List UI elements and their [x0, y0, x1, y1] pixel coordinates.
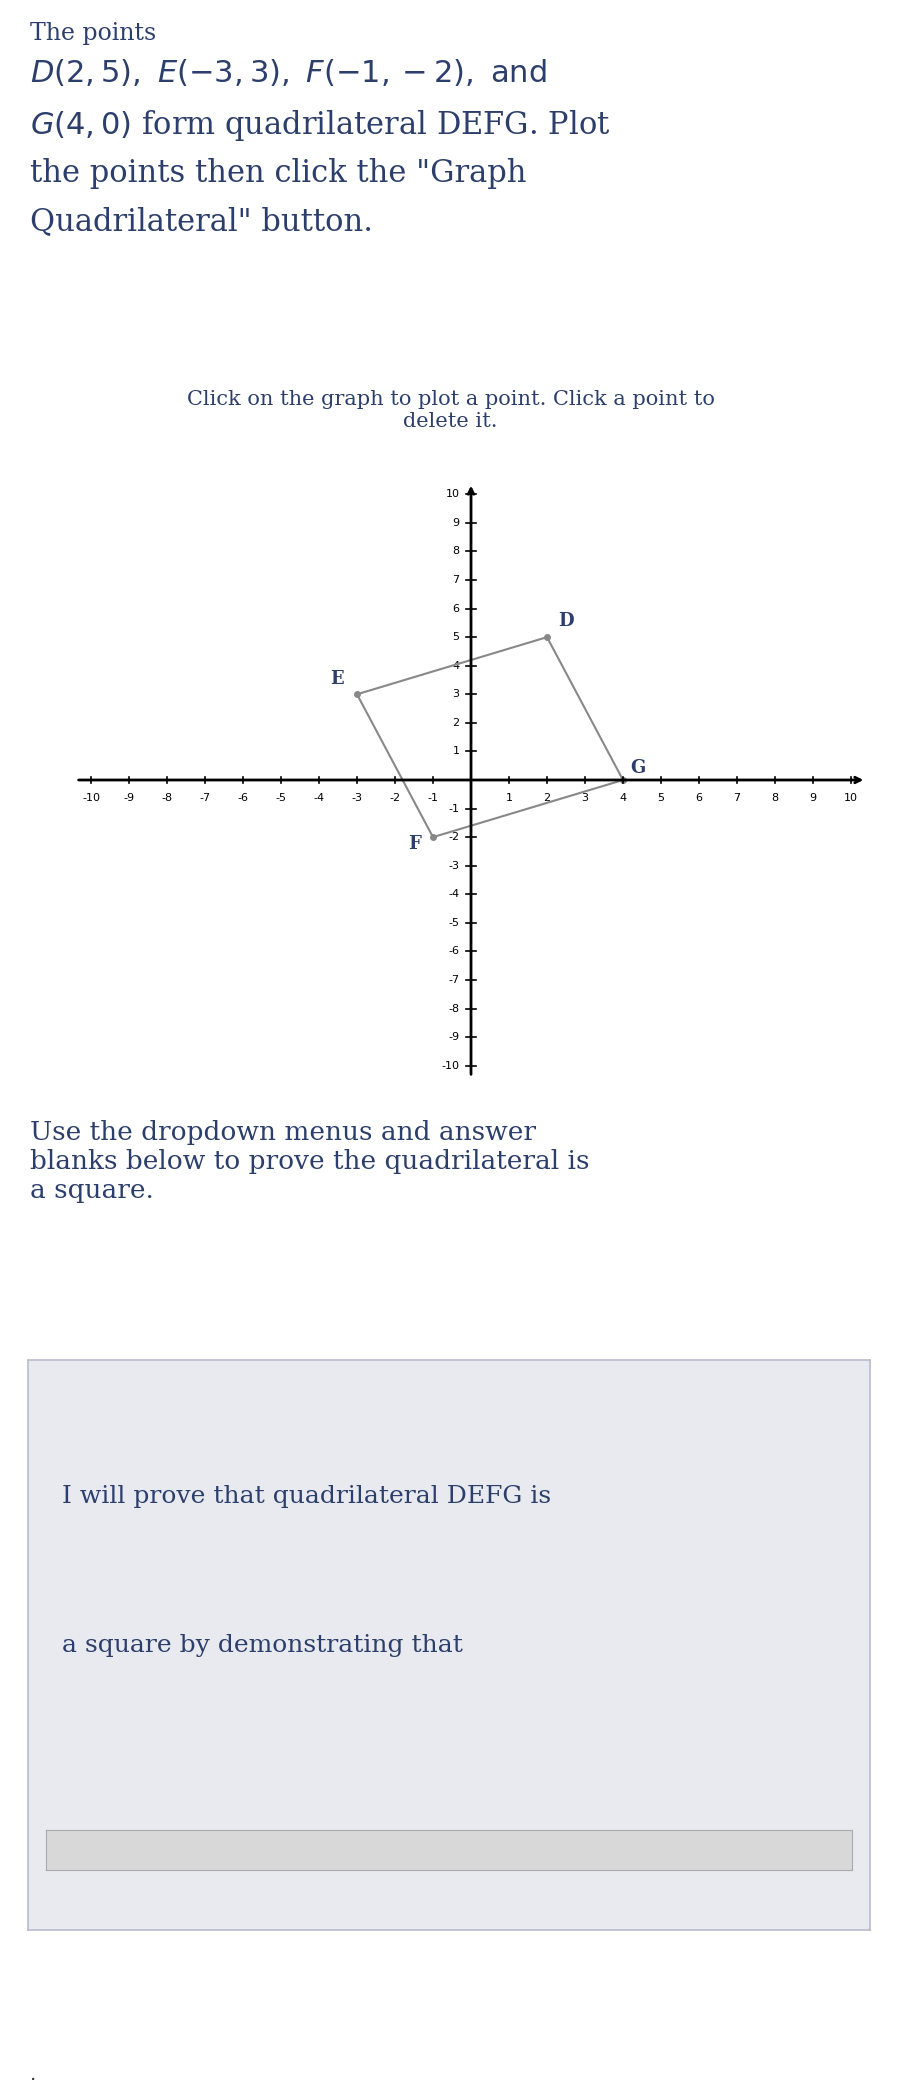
Text: 8: 8 — [771, 794, 778, 802]
Text: 9: 9 — [452, 517, 460, 528]
Text: 10: 10 — [446, 490, 460, 498]
Text: -10: -10 — [82, 794, 100, 802]
Text: 7: 7 — [733, 794, 741, 802]
Text: Use the dropdown menus and answer
blanks below to prove the quadrilateral is
a s: Use the dropdown menus and answer blanks… — [30, 1120, 589, 1202]
Text: Click on the graph to plot a point. Click a point to
delete it.: Click on the graph to plot a point. Clic… — [187, 389, 714, 431]
Text: 1: 1 — [505, 794, 513, 802]
Text: -1: -1 — [449, 804, 460, 815]
Text: -2: -2 — [449, 831, 460, 842]
Text: G: G — [631, 758, 646, 777]
Text: Quadrilateral" button.: Quadrilateral" button. — [30, 205, 373, 237]
Text: 4: 4 — [452, 662, 460, 670]
Text: .: . — [30, 2065, 36, 2084]
Text: -8: -8 — [161, 794, 173, 802]
Text: -4: -4 — [449, 890, 460, 898]
Text: -5: -5 — [449, 917, 460, 928]
Text: 8: 8 — [452, 547, 460, 557]
Text: -7: -7 — [199, 794, 211, 802]
Text: E: E — [331, 670, 344, 689]
Text: -4: -4 — [314, 794, 324, 802]
Text: F: F — [408, 836, 421, 852]
Text: 1: 1 — [452, 745, 460, 756]
Text: 2: 2 — [452, 718, 460, 729]
Text: 6: 6 — [696, 794, 703, 802]
Text: D: D — [559, 611, 574, 630]
Text: -1: -1 — [427, 794, 439, 802]
Text: the points then click the "Graph: the points then click the "Graph — [30, 157, 526, 188]
Text: -3: -3 — [449, 861, 460, 871]
Text: -5: -5 — [276, 794, 287, 802]
Text: -10: -10 — [441, 1062, 460, 1070]
Text: -3: -3 — [351, 794, 362, 802]
Text: -8: -8 — [449, 1003, 460, 1013]
Text: 10: 10 — [844, 794, 858, 802]
Text: -6: -6 — [238, 794, 249, 802]
Text: 7: 7 — [452, 576, 460, 584]
Text: I will prove that quadrilateral DEFG is: I will prove that quadrilateral DEFG is — [61, 1485, 551, 1508]
Text: a square by demonstrating that: a square by demonstrating that — [61, 1633, 462, 1656]
Text: 9: 9 — [809, 794, 816, 802]
Text: -9: -9 — [449, 1032, 460, 1043]
Text: $G(4,0)$ form quadrilateral DEFG. Plot: $G(4,0)$ form quadrilateral DEFG. Plot — [30, 109, 610, 142]
Text: -2: -2 — [389, 794, 401, 802]
Text: 4: 4 — [620, 794, 626, 802]
Text: The points: The points — [30, 23, 156, 44]
Text: 3: 3 — [581, 794, 588, 802]
Text: 6: 6 — [452, 603, 460, 614]
Text: 2: 2 — [543, 794, 551, 802]
Text: 5: 5 — [452, 632, 460, 643]
Text: -9: -9 — [123, 794, 134, 802]
Text: -7: -7 — [449, 976, 460, 984]
Text: 3: 3 — [452, 689, 460, 699]
Text: -6: -6 — [449, 946, 460, 957]
Text: $D(2,5),\ E(-3,3),\ F(-1,-2),\ \mathrm{and}$: $D(2,5),\ E(-3,3),\ F(-1,-2),\ \mathrm{a… — [30, 59, 547, 90]
Text: 5: 5 — [658, 794, 665, 802]
